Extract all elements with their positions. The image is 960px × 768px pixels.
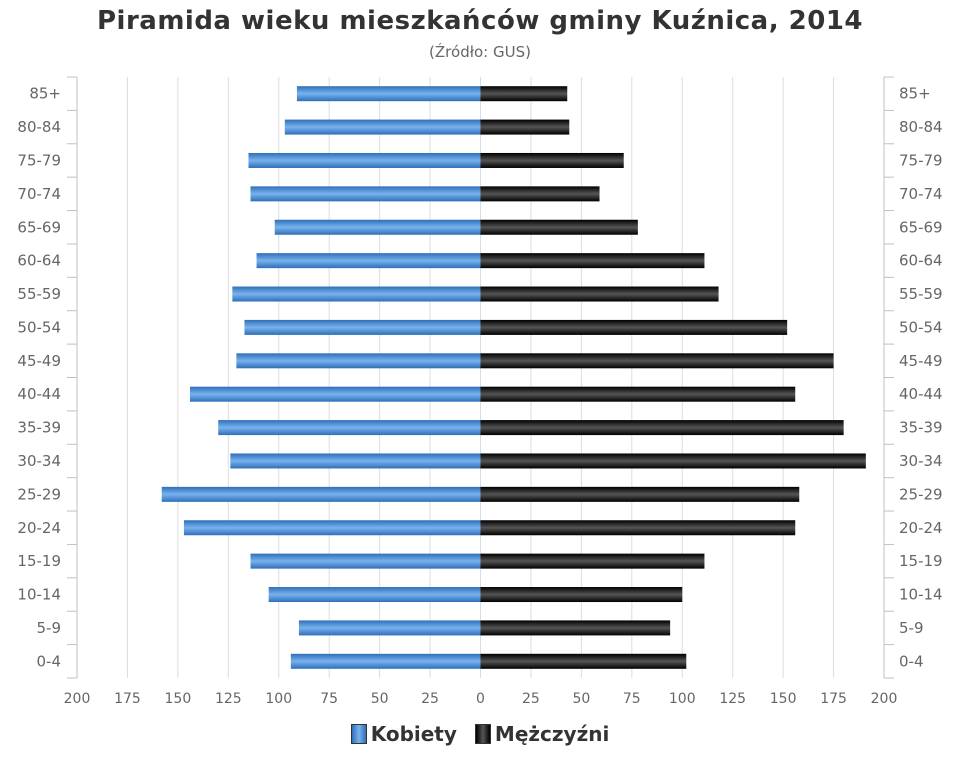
- x-tick-label: 75: [320, 691, 338, 707]
- bar-kobiety: [284, 119, 481, 135]
- y-category-label-right: 85+: [899, 85, 931, 103]
- bar-mezczyzni: [480, 620, 671, 636]
- bar-mezczyzni: [480, 219, 638, 235]
- y-category-label-right: 80-84: [899, 118, 943, 136]
- bar-mezczyzni: [480, 353, 834, 369]
- x-tick-label: 75: [623, 691, 641, 707]
- bar-kobiety: [290, 653, 481, 669]
- bar-kobiety: [244, 319, 481, 335]
- bar-mezczyzni: [480, 186, 600, 202]
- y-category-label-right: 65-69: [899, 218, 943, 236]
- bar-kobiety: [183, 520, 481, 536]
- bar-mezczyzni: [480, 520, 796, 536]
- y-category-label-right: 40-44: [899, 385, 943, 403]
- x-tick-label: 175: [820, 691, 847, 707]
- x-tick-label: 175: [114, 691, 141, 707]
- legend-label-mezczyzni: Mężczyźni: [494, 722, 610, 746]
- x-tick-label: 125: [215, 691, 242, 707]
- bar-mezczyzni: [480, 386, 796, 402]
- y-category-label-left: 0-4: [37, 652, 62, 670]
- bar-kobiety: [298, 620, 481, 636]
- y-category-label-right: 50-54: [899, 318, 943, 336]
- y-category-label-right: 60-64: [899, 252, 943, 270]
- bar-mezczyzni: [480, 587, 683, 603]
- y-category-label-right: 70-74: [899, 185, 943, 203]
- y-category-label-right: 55-59: [899, 285, 943, 303]
- bar-mezczyzni: [480, 453, 866, 469]
- y-category-label-left: 40-44: [17, 385, 61, 403]
- y-category-label-left: 65-69: [17, 218, 61, 236]
- bar-kobiety: [232, 286, 481, 302]
- bar-mezczyzni: [480, 152, 624, 168]
- bar-mezczyzni: [480, 653, 687, 669]
- bar-mezczyzni: [480, 286, 719, 302]
- y-category-label-left: 30-34: [17, 452, 61, 470]
- y-category-label-right: 10-14: [899, 586, 943, 604]
- bar-mezczyzni: [480, 253, 705, 269]
- chart-legend: Kobiety Mężczyźni: [0, 722, 960, 746]
- legend-swatch-mezczyzni: [474, 724, 491, 744]
- bar-kobiety: [218, 420, 481, 436]
- y-category-label-left: 15-19: [17, 552, 61, 570]
- chart-subtitle: (Źródło: GUS): [429, 43, 531, 61]
- y-category-label-left: 50-54: [17, 318, 61, 336]
- bar-kobiety: [256, 253, 481, 269]
- x-tick-label: 25: [522, 691, 540, 707]
- bar-kobiety: [189, 386, 481, 402]
- y-category-label-right: 45-49: [899, 352, 943, 370]
- y-category-label-left: 35-39: [17, 419, 61, 437]
- y-category-label-left: 5-9: [37, 619, 62, 637]
- y-category-label-left: 55-59: [17, 285, 61, 303]
- legend-swatch-kobiety: [350, 724, 367, 744]
- y-category-label-left: 60-64: [17, 252, 61, 270]
- x-tick-label: 0: [476, 691, 485, 707]
- x-tick-label: 125: [719, 691, 746, 707]
- bar-kobiety: [250, 186, 481, 202]
- bar-mezczyzni: [480, 319, 788, 335]
- bar-kobiety: [248, 152, 481, 168]
- bar-kobiety: [268, 587, 481, 603]
- y-category-label-right: 35-39: [899, 419, 943, 437]
- x-tick-label: 50: [371, 691, 389, 707]
- y-category-label-left: 10-14: [17, 586, 61, 604]
- y-category-label-left: 80-84: [17, 118, 61, 136]
- bar-mezczyzni: [480, 486, 800, 502]
- y-category-label-right: 20-24: [899, 519, 943, 537]
- bar-mezczyzni: [480, 86, 568, 102]
- y-category-label-right: 75-79: [899, 151, 943, 169]
- y-category-label-right: 15-19: [899, 552, 943, 570]
- bar-kobiety: [161, 486, 481, 502]
- bar-kobiety: [274, 219, 481, 235]
- x-tick-label: 200: [871, 691, 898, 707]
- x-tick-label: 150: [770, 691, 797, 707]
- legend-item-mezczyzni[interactable]: Mężczyźni: [474, 722, 610, 746]
- y-category-label-right: 5-9: [899, 619, 924, 637]
- legend-item-kobiety[interactable]: Kobiety: [350, 722, 457, 746]
- x-tick-label: 150: [165, 691, 192, 707]
- x-tick-label: 100: [669, 691, 696, 707]
- y-category-label-right: 25-29: [899, 485, 943, 503]
- y-category-label-right: 30-34: [899, 452, 943, 470]
- chart-title: Piramida wieku mieszkańców gminy Kuźnica…: [96, 6, 864, 36]
- x-tick-label: 50: [572, 691, 590, 707]
- bar-mezczyzni: [480, 119, 570, 135]
- y-category-label-right: 0-4: [899, 652, 924, 670]
- x-tick-label: 100: [265, 691, 292, 707]
- y-category-label-left: 25-29: [17, 485, 61, 503]
- bar-kobiety: [230, 453, 481, 469]
- bar-mezczyzni: [480, 420, 844, 436]
- bar-kobiety: [296, 86, 481, 102]
- y-category-label-left: 20-24: [17, 519, 61, 537]
- legend-label-kobiety: Kobiety: [370, 722, 457, 746]
- y-category-label-left: 85+: [29, 85, 61, 103]
- x-tick-label: 200: [64, 691, 91, 707]
- y-category-label-left: 45-49: [17, 352, 61, 370]
- bar-kobiety: [236, 353, 481, 369]
- x-tick-label: 25: [421, 691, 439, 707]
- bar-mezczyzni: [480, 553, 705, 569]
- y-category-label-left: 75-79: [17, 151, 61, 169]
- bar-kobiety: [250, 553, 481, 569]
- y-category-label-left: 70-74: [17, 185, 61, 203]
